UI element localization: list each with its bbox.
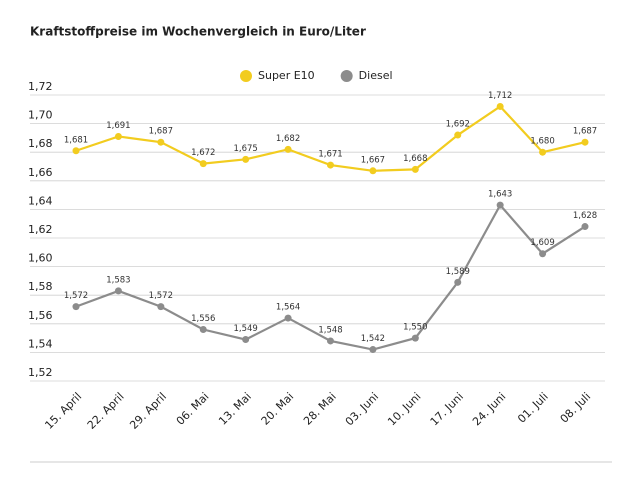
data-label: 1,564 (276, 303, 300, 313)
data-point (157, 303, 165, 311)
data-label: 1,549 (233, 324, 257, 334)
chart-title: Kraftstoffpreise im Wochenvergleich in E… (30, 25, 366, 39)
data-point (327, 161, 334, 169)
data-point (284, 145, 292, 153)
data-label: 1,589 (446, 267, 470, 277)
x-tick-label: 20. Mai (259, 390, 297, 428)
data-label: 1,680 (530, 137, 554, 147)
data-label: 1,550 (403, 323, 427, 333)
data-label: 1,572 (149, 291, 173, 301)
data-point (411, 334, 419, 342)
data-point (411, 165, 419, 173)
data-point (454, 131, 462, 139)
data-point (284, 314, 292, 322)
y-tick-label: 1,68 (28, 137, 53, 150)
legend-label: Super E10 (258, 69, 315, 82)
data-point (539, 250, 547, 258)
y-tick-label: 1,72 (28, 80, 53, 93)
data-label: 1,687 (149, 127, 173, 137)
data-label: 1,687 (573, 127, 597, 137)
data-point (369, 167, 377, 175)
legend-marker (340, 70, 353, 82)
x-tick-label: 13. Mai (216, 390, 254, 428)
x-tick-label: 22. April (85, 390, 127, 432)
y-tick-label: 1,66 (28, 166, 53, 179)
data-label: 1,556 (191, 314, 215, 324)
x-tick-label: 10. Juni (385, 390, 423, 428)
data-point (327, 337, 334, 345)
y-tick-label: 1,54 (28, 337, 53, 350)
legend-label: Diesel (359, 69, 393, 82)
data-label: 1,671 (318, 150, 342, 160)
data-label: 1,548 (318, 325, 342, 335)
data-point (114, 287, 122, 295)
x-tick-label: 17. Juni (428, 390, 466, 428)
data-label: 1,672 (191, 148, 215, 158)
x-tick-label: 03. Juni (343, 390, 381, 428)
data-label: 1,675 (233, 144, 257, 154)
x-tick-label: 15. April (42, 390, 84, 432)
data-label: 1,628 (573, 211, 597, 221)
data-label: 1,712 (488, 91, 512, 101)
y-tick-label: 1,70 (28, 109, 53, 122)
data-point (539, 148, 547, 156)
data-label: 1,667 (361, 155, 385, 165)
data-point (157, 138, 165, 146)
data-point (496, 102, 504, 110)
data-label: 1,681 (64, 135, 88, 145)
data-label: 1,583 (106, 275, 130, 285)
y-tick-label: 1,52 (28, 366, 53, 379)
data-point (369, 346, 377, 354)
y-tick-label: 1,64 (28, 194, 53, 207)
y-tick-label: 1,60 (28, 252, 53, 265)
data-label: 1,668 (403, 154, 427, 164)
x-tick-label: 06. Mai (174, 390, 212, 428)
y-tick-label: 1,58 (28, 280, 53, 293)
data-label: 1,682 (276, 134, 300, 144)
data-point (454, 278, 462, 286)
data-label: 1,692 (446, 120, 470, 130)
x-tick-label: 29. April (127, 390, 169, 432)
x-tick-label: 24. Juni (470, 390, 508, 428)
data-label: 1,691 (106, 121, 130, 131)
data-point (72, 303, 80, 311)
x-tick-label: 01. Juli (515, 390, 551, 426)
data-label: 1,609 (530, 238, 554, 248)
data-point (72, 147, 80, 155)
data-label: 1,643 (488, 190, 512, 200)
legend-marker (240, 70, 252, 82)
data-label: 1,542 (361, 334, 385, 344)
data-point (199, 160, 207, 168)
data-point (242, 336, 250, 344)
data-point (496, 201, 504, 209)
data-point (114, 132, 122, 140)
y-tick-label: 1,56 (28, 309, 53, 322)
series-line (75, 105, 586, 172)
data-label: 1,572 (64, 291, 88, 301)
x-tick-label: 28. Mai (301, 390, 339, 428)
data-point (242, 155, 250, 163)
x-tick-label: 08. Juli (558, 390, 594, 426)
data-point (199, 326, 207, 334)
data-point (581, 138, 589, 146)
y-tick-label: 1,62 (28, 223, 53, 236)
data-point (581, 223, 589, 231)
